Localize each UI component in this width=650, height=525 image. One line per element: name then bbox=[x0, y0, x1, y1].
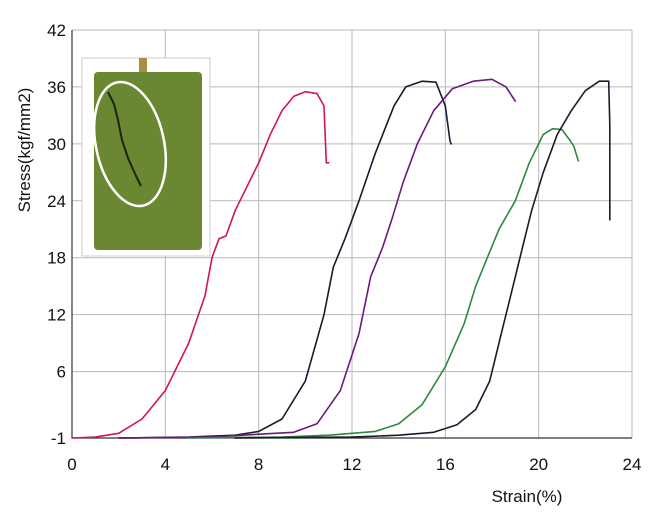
specimen-block bbox=[94, 72, 202, 250]
series-line-4 bbox=[187, 127, 580, 439]
x-axis-label: Strain(%) bbox=[492, 487, 563, 506]
x-tick-label: 24 bbox=[623, 455, 642, 474]
specimen-rod bbox=[139, 58, 147, 74]
y-tick-label: 12 bbox=[47, 306, 66, 325]
specimen-crack bbox=[107, 91, 142, 187]
data-curves bbox=[71, 78, 611, 439]
x-tick-label: 16 bbox=[436, 455, 455, 474]
x-tick-label: 0 bbox=[67, 455, 76, 474]
y-axis-label: Stress(kgf/mm2) bbox=[15, 88, 34, 213]
y-tick-label: 18 bbox=[47, 249, 66, 268]
y-tick-labels: -1 6 12 18 24 30 36 42 bbox=[47, 21, 66, 448]
y-tick-label: 36 bbox=[47, 78, 66, 97]
y-tick-label: 30 bbox=[47, 135, 66, 154]
series-line-1 bbox=[71, 90, 330, 439]
y-tick-label: -1 bbox=[51, 429, 66, 448]
crack-highlight-ellipse bbox=[93, 80, 167, 208]
series-line-3 bbox=[117, 78, 517, 439]
series-line-2 bbox=[117, 80, 452, 439]
x-tick-labels: 0 4 8 12 16 20 24 bbox=[67, 455, 641, 474]
specimen-photo-inset bbox=[81, 57, 211, 257]
x-tick-label: 12 bbox=[343, 455, 362, 474]
y-tick-label: 42 bbox=[47, 21, 66, 40]
series-line-5 bbox=[234, 80, 611, 439]
y-tick-label: 6 bbox=[57, 363, 66, 382]
y-tick-label: 24 bbox=[47, 192, 66, 211]
x-tick-label: 4 bbox=[161, 455, 170, 474]
x-tick-label: 8 bbox=[254, 455, 263, 474]
x-tick-label: 20 bbox=[529, 455, 548, 474]
